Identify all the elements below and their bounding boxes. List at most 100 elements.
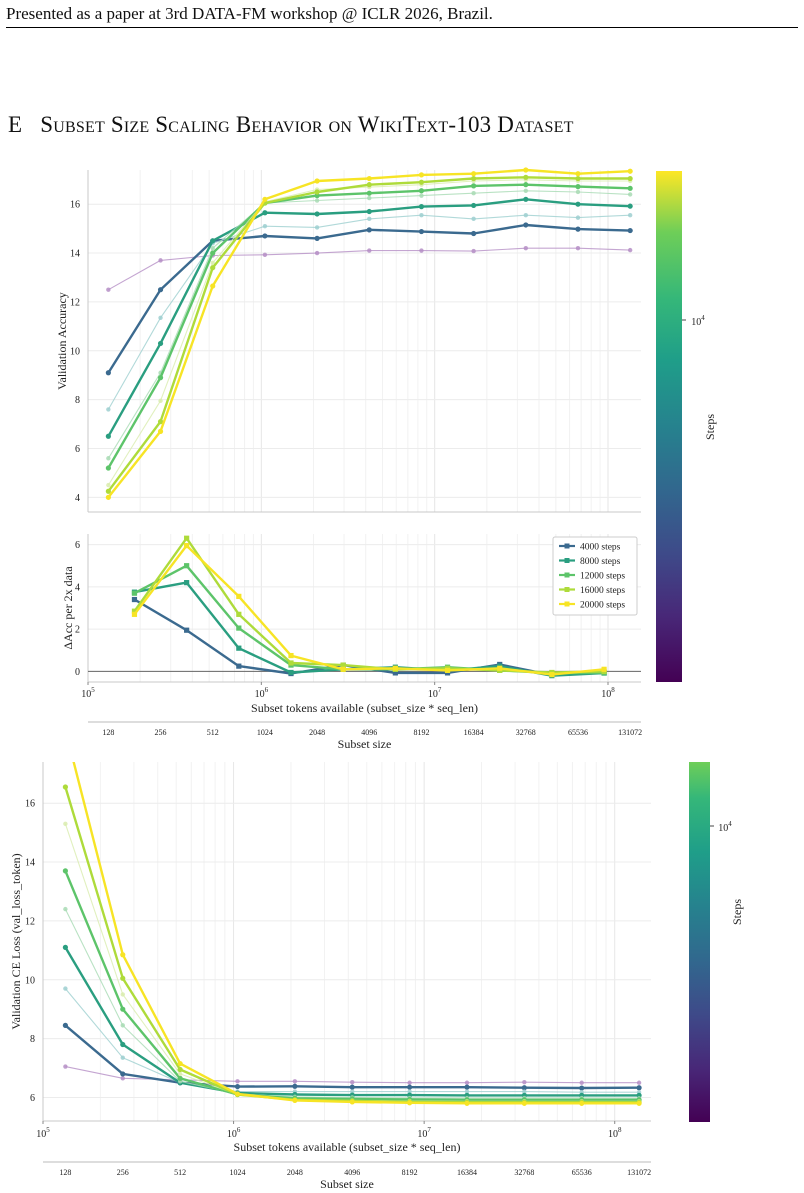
legend-entry-label: 20000 steps xyxy=(580,601,625,611)
loss-point xyxy=(464,1080,470,1085)
acc-point xyxy=(575,175,581,182)
loss-point xyxy=(292,1079,298,1084)
acc-point xyxy=(575,215,581,220)
acc-point xyxy=(210,250,216,256)
acc-point xyxy=(419,193,424,198)
delta-point xyxy=(131,611,138,617)
loss-secondary-axis-label: Subset size xyxy=(320,1177,374,1191)
loss-secondary-tick-label: 65536 xyxy=(572,1168,592,1177)
loss-x-axis-label: Subset tokens available (subset_size * s… xyxy=(234,1140,461,1154)
acc-y-tick-label: 4 xyxy=(75,493,80,504)
delta-point xyxy=(340,662,346,668)
loss-point xyxy=(63,986,68,991)
acc-point xyxy=(418,228,425,235)
loss-colorbar-label: Steps xyxy=(730,899,744,925)
acc-point xyxy=(210,265,216,271)
acc-point xyxy=(314,225,320,230)
acc-point xyxy=(418,179,425,185)
delta-point xyxy=(131,608,138,614)
loss-secondary-tick-label: 8192 xyxy=(402,1168,418,1177)
acc-point xyxy=(314,250,320,256)
acc-point xyxy=(210,238,216,244)
loss-point xyxy=(62,784,68,790)
acc-point xyxy=(419,248,424,253)
loss-series-group xyxy=(62,762,642,1106)
page-header: Presented as a paper at 3rd DATA-FM work… xyxy=(6,4,493,23)
loss-point xyxy=(177,1061,183,1067)
header-rule xyxy=(6,27,798,28)
acc-point xyxy=(157,375,164,381)
delta-secondary-tick-label: 8192 xyxy=(413,728,429,737)
acc-point xyxy=(262,196,268,202)
delta-secondary-tick-label: 128 xyxy=(102,728,114,737)
acc-point xyxy=(367,248,372,253)
loss-series-line xyxy=(64,988,640,1093)
legend-entry-label: 4000 steps xyxy=(580,543,621,553)
acc-point xyxy=(366,227,372,233)
loss-secondary-tick-label: 32768 xyxy=(514,1168,534,1177)
delta-x-axis-label: Subset tokens available (subset_size * s… xyxy=(251,701,478,715)
acc-series-line xyxy=(107,176,631,492)
acc-point xyxy=(471,171,477,177)
loss-point xyxy=(120,952,126,958)
delta-y-tick-label: 0 xyxy=(75,667,80,678)
loss-y-axis-label: Validation CE Loss (val_loss_token) xyxy=(9,853,23,1029)
delta-point xyxy=(184,535,190,541)
loss-point xyxy=(120,1071,126,1077)
acc-point xyxy=(157,428,164,434)
loss-y-tick-label: 6 xyxy=(30,1093,35,1104)
acc-y-tick-label: 16 xyxy=(70,200,80,211)
loss-point xyxy=(579,1085,585,1091)
loss-secondary-tick-label: 4096 xyxy=(344,1168,360,1177)
acc-point xyxy=(471,248,476,254)
acc-point xyxy=(314,235,320,241)
acc-point xyxy=(523,182,529,188)
acc-point xyxy=(523,245,529,251)
delta-secondary-tick-label: 16384 xyxy=(464,728,484,737)
acc-point xyxy=(106,482,111,488)
acc-point xyxy=(419,212,424,218)
delta-x-tick-label: 107 xyxy=(428,686,442,700)
loss-secondary-tick-label: 2048 xyxy=(287,1168,303,1177)
acc-point xyxy=(627,247,633,253)
acc-point xyxy=(262,252,268,257)
delta-point xyxy=(601,666,607,672)
loss-point xyxy=(407,1089,412,1094)
loss-y-tick-label: 10 xyxy=(25,975,35,986)
loss-point xyxy=(235,1079,240,1084)
acc-point xyxy=(106,287,111,292)
delta-legend xyxy=(552,536,638,616)
acc-point xyxy=(262,223,268,229)
acc-point xyxy=(157,287,164,293)
loss-x-tick-label: 107 xyxy=(417,1126,431,1140)
delta-x-tick-label: 105 xyxy=(81,686,95,700)
loss-point xyxy=(120,1076,125,1081)
loss-point xyxy=(62,868,68,874)
acc-point xyxy=(627,212,633,218)
delta-secondary-tick-label: 65536 xyxy=(568,728,588,737)
loss-point xyxy=(407,1080,412,1085)
loss-point xyxy=(120,1023,125,1028)
acc-point xyxy=(471,183,477,189)
acc-point xyxy=(158,398,163,404)
acc-point xyxy=(575,189,581,195)
acc-point xyxy=(157,340,164,347)
loss-colorbar xyxy=(689,762,710,1122)
delta-series-line xyxy=(133,564,605,675)
delta-y-tick-label: 4 xyxy=(75,582,80,593)
acc-point xyxy=(471,202,477,209)
delta-secondary-tick-label: 32768 xyxy=(516,728,536,737)
acc-y-tick-label: 6 xyxy=(75,444,80,455)
loss-point xyxy=(349,1099,355,1105)
loss-point xyxy=(177,1075,183,1081)
delta-y-tick-label: 2 xyxy=(75,625,80,636)
loss-point xyxy=(464,1089,470,1094)
acc-point xyxy=(471,175,477,182)
acc-point xyxy=(627,192,633,197)
acc-colorbar-label: Steps xyxy=(703,414,717,440)
delta-series-line xyxy=(133,598,605,677)
acc-point xyxy=(262,210,268,216)
acc-point xyxy=(471,230,477,237)
loss-point xyxy=(120,1006,126,1012)
